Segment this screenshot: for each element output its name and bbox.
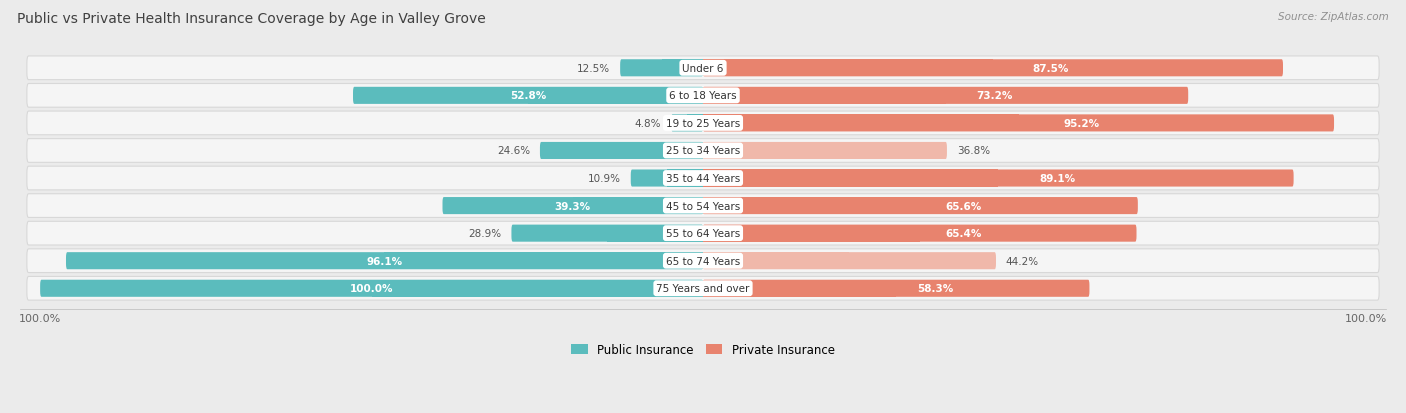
Text: 28.9%: 28.9%: [468, 228, 502, 239]
FancyBboxPatch shape: [703, 170, 1294, 187]
FancyBboxPatch shape: [703, 60, 1284, 77]
Bar: [529, 88, 703, 104]
Bar: [384, 252, 703, 270]
Text: 6 to 18 Years: 6 to 18 Years: [669, 91, 737, 101]
FancyBboxPatch shape: [620, 60, 703, 77]
FancyBboxPatch shape: [353, 88, 703, 104]
Text: 58.3%: 58.3%: [917, 284, 953, 294]
Bar: [703, 197, 921, 215]
Text: 95.2%: 95.2%: [1063, 119, 1099, 128]
Text: 100.0%: 100.0%: [350, 284, 394, 294]
FancyBboxPatch shape: [540, 142, 703, 159]
FancyBboxPatch shape: [27, 57, 1379, 81]
Text: 89.1%: 89.1%: [1039, 173, 1076, 184]
Text: 25 to 34 Years: 25 to 34 Years: [666, 146, 740, 156]
FancyBboxPatch shape: [631, 170, 703, 187]
FancyBboxPatch shape: [703, 280, 1090, 297]
FancyBboxPatch shape: [27, 194, 1379, 218]
Text: 4.8%: 4.8%: [634, 119, 661, 128]
FancyBboxPatch shape: [27, 139, 1379, 163]
FancyBboxPatch shape: [443, 197, 703, 215]
Bar: [703, 170, 998, 187]
Bar: [688, 115, 703, 132]
Legend: Public Insurance, Private Insurance: Public Insurance, Private Insurance: [567, 338, 839, 361]
FancyBboxPatch shape: [27, 112, 1379, 135]
Text: 35 to 44 Years: 35 to 44 Years: [666, 173, 740, 184]
Text: Public vs Private Health Insurance Coverage by Age in Valley Grove: Public vs Private Health Insurance Cover…: [17, 12, 485, 26]
Bar: [621, 142, 703, 159]
Text: 65 to 74 Years: 65 to 74 Years: [666, 256, 740, 266]
FancyBboxPatch shape: [703, 88, 1188, 104]
Text: 96.1%: 96.1%: [367, 256, 402, 266]
FancyBboxPatch shape: [66, 252, 703, 270]
Bar: [666, 170, 703, 187]
Text: Under 6: Under 6: [682, 64, 724, 74]
Text: 65.4%: 65.4%: [945, 228, 981, 239]
Text: 10.9%: 10.9%: [588, 173, 621, 184]
Text: 65.6%: 65.6%: [946, 201, 981, 211]
Text: 24.6%: 24.6%: [496, 146, 530, 156]
FancyBboxPatch shape: [703, 115, 1334, 132]
FancyBboxPatch shape: [703, 225, 1136, 242]
FancyBboxPatch shape: [703, 142, 946, 159]
Bar: [703, 280, 896, 297]
Text: 52.8%: 52.8%: [510, 91, 546, 101]
Text: 36.8%: 36.8%: [957, 146, 990, 156]
FancyBboxPatch shape: [27, 277, 1379, 300]
FancyBboxPatch shape: [27, 84, 1379, 108]
FancyBboxPatch shape: [703, 252, 995, 270]
FancyBboxPatch shape: [27, 249, 1379, 273]
Bar: [371, 280, 703, 297]
Bar: [703, 225, 920, 242]
Text: 55 to 64 Years: 55 to 64 Years: [666, 228, 740, 239]
Bar: [607, 225, 703, 242]
FancyBboxPatch shape: [671, 115, 703, 132]
Text: 45 to 54 Years: 45 to 54 Years: [666, 201, 740, 211]
Text: 73.2%: 73.2%: [976, 91, 1012, 101]
FancyBboxPatch shape: [703, 197, 1137, 215]
Text: 87.5%: 87.5%: [1033, 64, 1069, 74]
Text: 19 to 25 Years: 19 to 25 Years: [666, 119, 740, 128]
Bar: [662, 60, 703, 77]
Bar: [703, 60, 993, 77]
Text: 75 Years and over: 75 Years and over: [657, 284, 749, 294]
Bar: [703, 88, 946, 104]
FancyBboxPatch shape: [27, 167, 1379, 190]
Text: 44.2%: 44.2%: [1005, 256, 1039, 266]
Bar: [703, 142, 825, 159]
FancyBboxPatch shape: [41, 280, 703, 297]
Text: 39.3%: 39.3%: [555, 201, 591, 211]
Text: Source: ZipAtlas.com: Source: ZipAtlas.com: [1278, 12, 1389, 22]
Bar: [572, 197, 703, 215]
Text: 12.5%: 12.5%: [576, 64, 610, 74]
Bar: [703, 115, 1018, 132]
FancyBboxPatch shape: [512, 225, 703, 242]
FancyBboxPatch shape: [27, 222, 1379, 245]
Bar: [703, 252, 849, 270]
